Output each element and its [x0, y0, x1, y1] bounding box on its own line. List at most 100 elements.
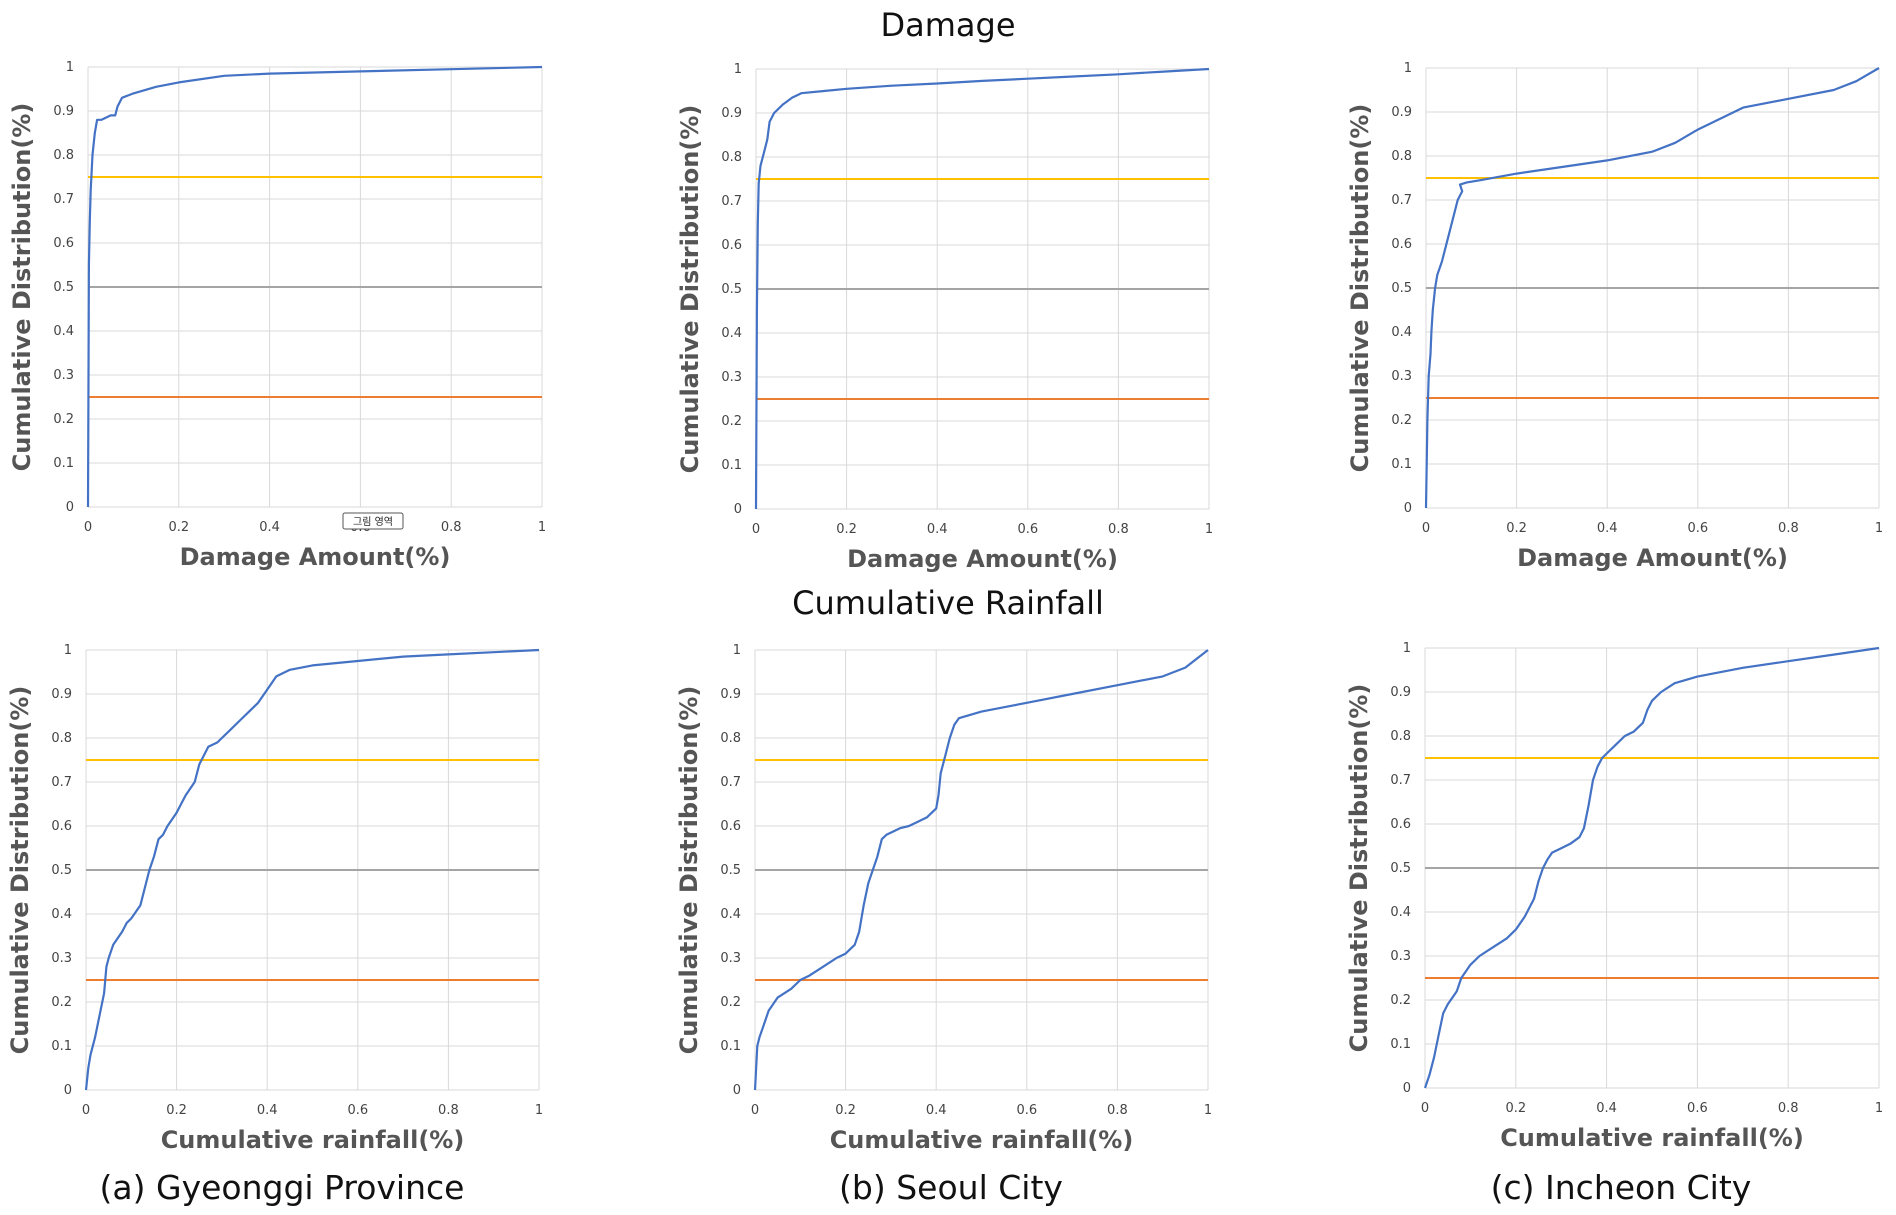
x-tick-label: 0.6 — [1017, 522, 1038, 537]
y-tick-label: 0.3 — [1390, 949, 1411, 964]
y-tick-label: 0.3 — [1391, 369, 1412, 384]
y-axis-title: Cumulative Distribution(%) — [676, 105, 704, 474]
y-axis-title: Cumulative Distribution(%) — [8, 103, 36, 472]
x-tick-label: 1 — [535, 1103, 543, 1118]
chart-seoul-rainfall: 0 0.1 0.2 0.3 0.4 0.5 0.6 0.7 0.8 0.9 1 0 0.2 0.4 0.6 0… — [675, 643, 1212, 1154]
plot-area-tag-box — [342, 512, 404, 530]
y-tick-label: 0.4 — [720, 907, 741, 922]
y-tick-label: 0.7 — [51, 775, 72, 790]
x-tick-label: 1 — [1875, 521, 1883, 536]
y-tick-label: 0.3 — [720, 951, 741, 966]
y-tick-label: 0.4 — [51, 907, 72, 922]
y-tick-label: 0.2 — [51, 995, 72, 1010]
y-tick-label: 0.9 — [53, 104, 74, 119]
y-tick-label: 0.6 — [721, 238, 742, 253]
y-axis-title: Cumulative Distribution(%) — [6, 686, 34, 1055]
y-tick-label: 0.7 — [721, 194, 742, 209]
x-tick-label: 0 — [752, 522, 760, 537]
x-tick-label: 0.2 — [835, 1103, 856, 1118]
y-axis-title: Cumulative Distribution(%) — [1345, 684, 1373, 1053]
x-tick-label: 0 — [1422, 521, 1430, 536]
x-tick-label: 1 — [1205, 522, 1213, 537]
plot-area-tag-text: 그림 영역 — [353, 516, 393, 528]
y-tick-label: 0.6 — [1391, 237, 1412, 252]
rainfall-section-title: Cumulative Rainfall — [792, 584, 1104, 622]
y-tick-label: 1 — [733, 643, 741, 658]
y-tick-label: 0.2 — [1391, 413, 1412, 428]
x-tick-label: 0.2 — [1506, 521, 1527, 536]
x-tick-label: 0.4 — [1596, 1101, 1617, 1116]
x-tick-label: 0.6 — [1016, 1103, 1037, 1118]
y-tick-label: 0.5 — [720, 863, 741, 878]
y-tick-label: 0.9 — [1390, 685, 1411, 700]
x-tick-label: 0.4 — [927, 522, 948, 537]
chart-incheon-rainfall: 0 0.1 0.2 0.3 0.4 0.5 0.6 0.7 0.8 0.9 1 0 0.2 0.4 0.6 0… — [1345, 641, 1883, 1152]
y-tick-label: 0.1 — [720, 1039, 741, 1054]
x-tick-label: 0.8 — [441, 520, 462, 535]
y-tick-label: 0.1 — [1390, 1037, 1411, 1052]
x-tick-label: 0.2 — [836, 522, 857, 537]
y-tick-label: 0 — [734, 502, 742, 517]
x-tick-label: 0.8 — [1107, 1103, 1128, 1118]
y-tick-label: 0.8 — [51, 731, 72, 746]
x-axis-title: Cumulative rainfall(%) — [830, 1126, 1134, 1154]
y-tick-label: 0.4 — [53, 324, 74, 339]
y-tick-label: 0.1 — [1391, 457, 1412, 472]
y-tick-label: 0.4 — [1391, 325, 1412, 340]
y-tick-label: 0.7 — [1391, 193, 1412, 208]
y-tick-label: 0.9 — [51, 687, 72, 702]
y-tick-label: 0 — [64, 1083, 72, 1098]
x-axis-title: Cumulative rainfall(%) — [161, 1126, 465, 1154]
y-tick-label: 0.8 — [720, 731, 741, 746]
y-tick-label: 0.1 — [53, 456, 74, 471]
y-tick-label: 1 — [1403, 641, 1411, 656]
x-tick-label: 0.6 — [347, 1103, 368, 1118]
chart-gyeonggi-damage: 00.10.20.30.40.50.60.70.80.9100.20.40.60… — [8, 60, 546, 571]
x-tick-label: 0.2 — [166, 1103, 187, 1118]
y-tick-label: 0.6 — [1390, 817, 1411, 832]
cdf-series-line — [86, 65, 543, 508]
x-tick-label: 1 — [1875, 1101, 1883, 1116]
x-tick-label: 0.6 — [1687, 1101, 1708, 1116]
x-axis-title: Damage Amount(%) — [180, 543, 451, 571]
y-tick-label: 0.5 — [721, 282, 742, 297]
x-axis-title: Damage Amount(%) — [1517, 544, 1788, 572]
x-tick-label: 0 — [84, 520, 92, 535]
x-tick-label: 0.4 — [257, 1103, 278, 1118]
y-tick-label: 1 — [66, 60, 74, 75]
y-tick-label: 0 — [1404, 501, 1412, 516]
x-tick-label: 0.4 — [926, 1103, 947, 1118]
x-tick-label: 1 — [538, 520, 546, 535]
x-tick-label: 0.4 — [259, 520, 280, 535]
x-tick-label: 0.4 — [1597, 521, 1618, 536]
y-tick-label: 0.3 — [53, 368, 74, 383]
y-tick-label: 1 — [64, 643, 72, 658]
y-tick-label: 0.1 — [721, 458, 742, 473]
y-tick-label: 0.2 — [721, 414, 742, 429]
x-tick-label: 0.8 — [1778, 1101, 1799, 1116]
y-tick-label: 0.7 — [53, 192, 74, 207]
cdf-series-line — [84, 648, 540, 1091]
x-tick-label: 0.2 — [1505, 1101, 1526, 1116]
cdf-series-line — [1424, 67, 1880, 509]
chart-seoul-damage: 0 0.1 0.2 0.3 0.4 0.5 0.6 0.7 0.8 0.9 1 0 0.2 0.4 0.6 0… — [676, 62, 1213, 573]
y-tick-label: 0.9 — [721, 106, 742, 121]
caption-gyeonggi: (a) Gyeonggi Province — [99, 1168, 465, 1207]
y-tick-label: 1 — [734, 62, 742, 77]
caption-incheon: (c) Incheon City — [1490, 1168, 1752, 1207]
y-tick-label: 0.5 — [51, 863, 72, 878]
x-tick-label: 0 — [1421, 1101, 1429, 1116]
y-tick-label: 0 — [1403, 1081, 1411, 1096]
y-tick-label: 0.7 — [1390, 773, 1411, 788]
x-tick-label: 0.6 — [1687, 521, 1708, 536]
x-tick-label: 0.8 — [1108, 522, 1129, 537]
y-axis-title: Cumulative Distribution(%) — [1346, 104, 1374, 473]
y-tick-label: 0.8 — [1390, 729, 1411, 744]
x-tick-label: 0.8 — [1778, 521, 1799, 536]
y-tick-label: 0.6 — [720, 819, 741, 834]
caption-seoul: (b) Seoul City — [839, 1168, 1063, 1207]
y-tick-label: 0.6 — [53, 236, 74, 251]
y-tick-label: 0.5 — [1390, 861, 1411, 876]
x-tick-label: 0.2 — [168, 520, 189, 535]
